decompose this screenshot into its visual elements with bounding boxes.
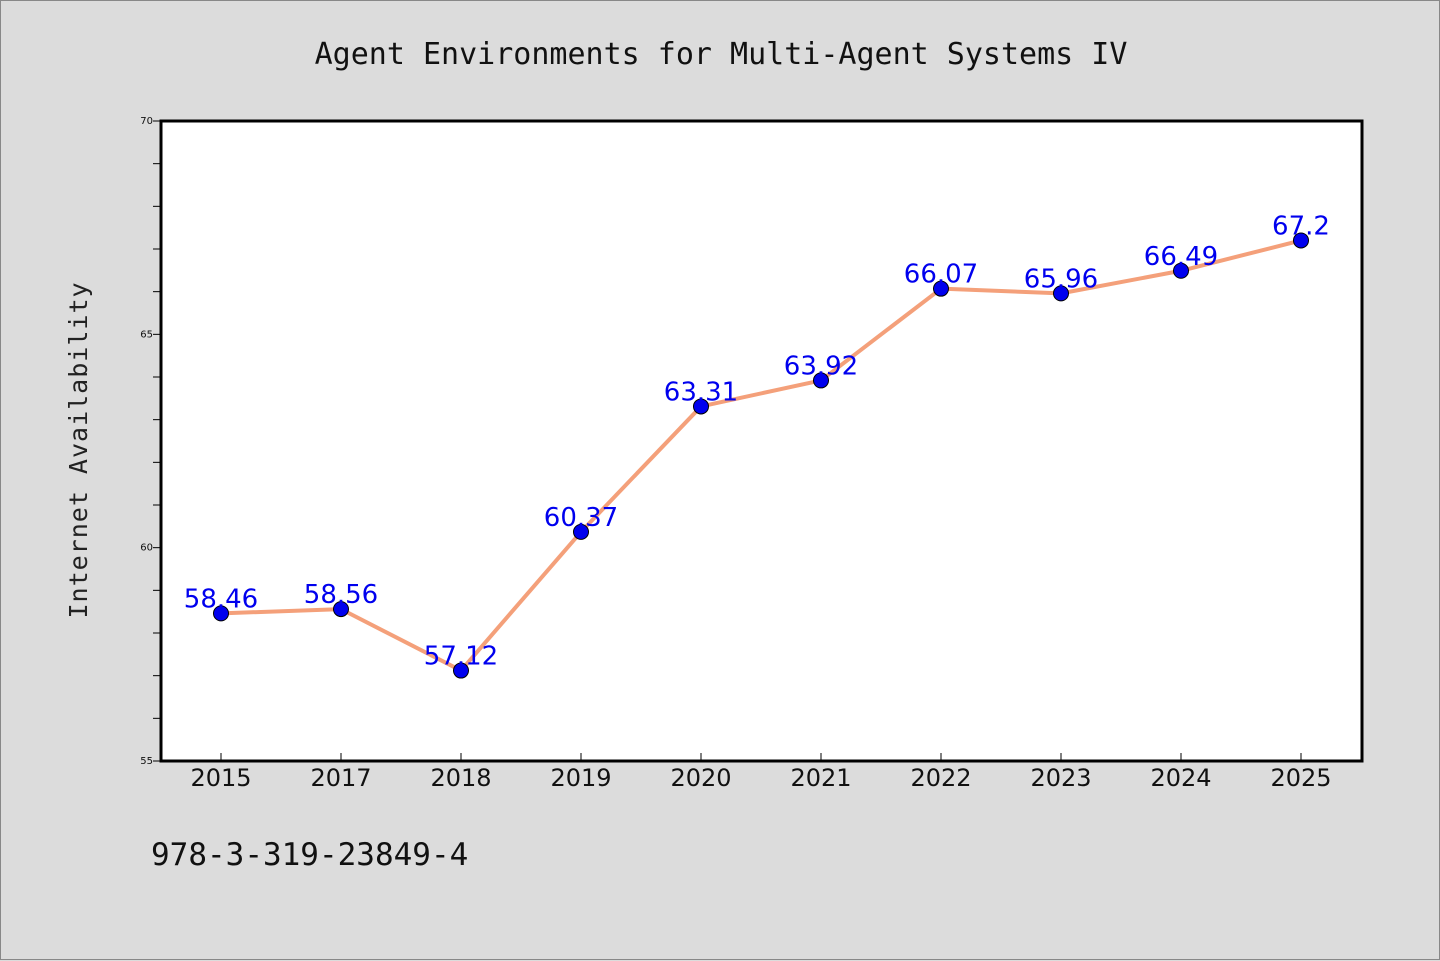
y-tick-label: 60 (140, 543, 153, 554)
data-label: 65.96 (1024, 264, 1098, 294)
y-tick-label: 55 (140, 756, 153, 767)
y-axis-label: Internet Availability (64, 281, 93, 618)
data-point (213, 605, 229, 622)
data-label: 58.46 (184, 584, 258, 614)
data-point (1173, 262, 1189, 279)
x-tick-label: 2015 (190, 764, 251, 792)
series-group (213, 232, 1309, 679)
y-tick-label: 70 (140, 116, 153, 127)
x-tick-label: 2024 (1150, 764, 1211, 792)
data-point (453, 662, 469, 679)
data-point (333, 601, 349, 618)
data-point (573, 523, 589, 540)
data-point (1053, 285, 1069, 302)
y-axis-ticks: 55 60 65 70 (140, 116, 161, 767)
data-point (1293, 232, 1309, 249)
x-tick-label: 2020 (670, 764, 731, 792)
x-tick-label: 2025 (1270, 764, 1331, 792)
x-tick-label: 2019 (550, 764, 611, 792)
data-label: 66.07 (904, 260, 978, 290)
data-label: 66.49 (1144, 242, 1218, 272)
data-label: 67.2 (1272, 211, 1330, 241)
x-tick-label: 2018 (430, 764, 491, 792)
data-label: 58.56 (304, 580, 378, 610)
x-tick-label: 2017 (310, 764, 371, 792)
x-tick-label: 2021 (790, 764, 851, 792)
x-tick-label: 2023 (1030, 764, 1091, 792)
data-labels: 58.46 58.56 57.12 60.37 63.31 63.92 66.07 65.96… (184, 211, 1330, 671)
plot-area (159, 119, 1364, 763)
y-tick-label: 65 (140, 329, 153, 340)
data-point (813, 372, 829, 389)
data-point (933, 280, 949, 297)
data-label: 63.92 (784, 351, 858, 381)
isbn-text: 978-3-319-23849-4 (151, 837, 468, 873)
data-label: 57.12 (424, 642, 498, 672)
x-axis-ticks: 2015 2017 2018 2019 2020 2021 2022 2023 2024 2025 (190, 753, 1332, 792)
chart-title: Agent Environments for Multi-Agent Syste… (315, 37, 1128, 72)
data-point (693, 398, 709, 415)
data-label: 60.37 (544, 503, 618, 533)
series-line (220, 238, 1302, 673)
x-tick-label: 2022 (910, 764, 971, 792)
data-label: 63.31 (664, 377, 738, 407)
